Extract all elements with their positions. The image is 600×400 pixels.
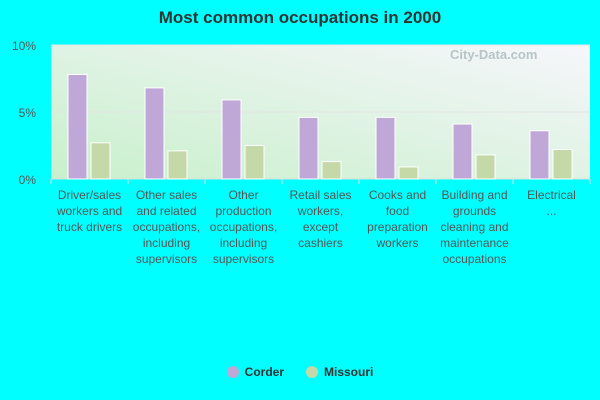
x-tick-label: Building and grounds cleaning and maintenan… <box>440 188 509 266</box>
bar-missouri <box>475 154 496 180</box>
legend-label: Missouri <box>324 365 374 379</box>
y-tick-label: 5% <box>19 106 37 120</box>
x-tick-label: Driver/sales workers and truck drivers <box>56 188 122 234</box>
x-tick-label: Other production occupations, including supe… <box>210 188 277 266</box>
legend-swatch <box>306 366 318 378</box>
watermark: City-Data.com <box>450 47 538 62</box>
legend-item-corder: Corder <box>226 365 284 379</box>
chart-title: Most common occupations in 2000 <box>158 8 442 27</box>
x-tick-label: Other sales and related occupations, includ… <box>133 188 200 266</box>
bar-corder <box>221 99 242 180</box>
legend: Corder Missouri <box>0 365 600 379</box>
legend-item-missouri: Missouri <box>306 365 373 379</box>
bar-corder <box>375 116 396 180</box>
bar-missouri <box>552 149 573 180</box>
bar-corder <box>144 87 165 180</box>
bar-corder <box>452 123 473 180</box>
y-tick-label: 0% <box>19 173 37 187</box>
legend-label: Corder <box>244 365 284 379</box>
bar-corder <box>298 116 319 180</box>
y-tick-label: 10% <box>12 39 36 53</box>
bar-missouri <box>321 161 342 180</box>
x-tick-label: Retail sales workers, except cashiers <box>289 188 351 250</box>
x-tick-label: Electrical... <box>527 188 576 218</box>
bar-missouri <box>167 150 188 180</box>
bar-missouri <box>90 142 111 180</box>
bar-missouri <box>244 145 265 180</box>
bar-missouri <box>398 166 419 180</box>
x-tick-label: Cooks and food preparation workers <box>367 188 428 250</box>
legend-swatch <box>226 366 239 378</box>
bar-corder <box>529 130 550 180</box>
bar-corder <box>67 73 88 180</box>
